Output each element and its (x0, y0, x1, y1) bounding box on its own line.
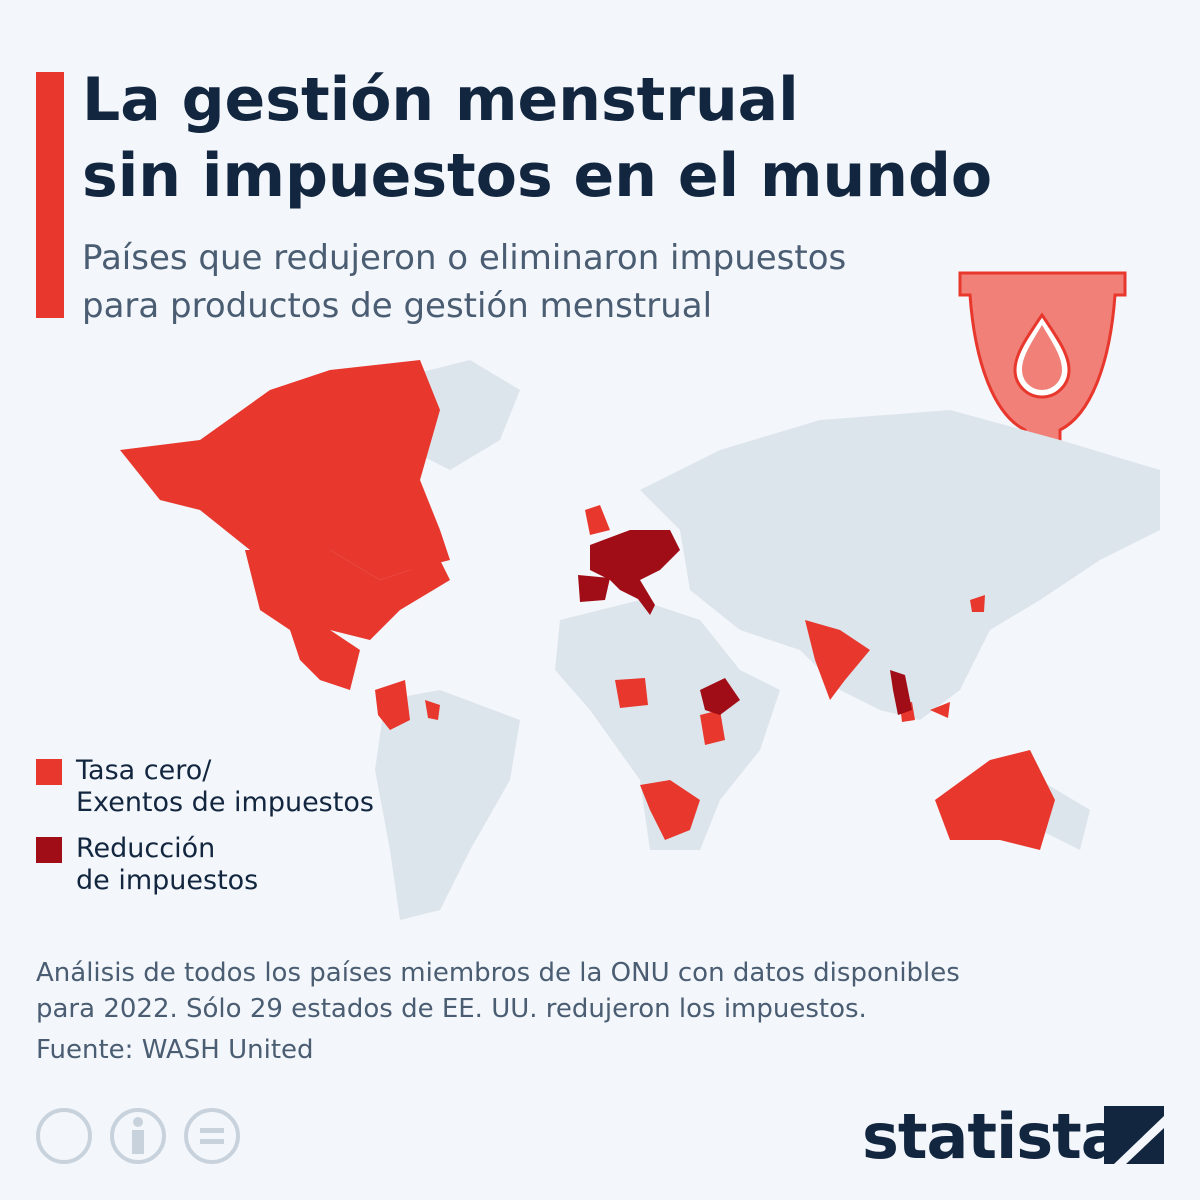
brand: statista (862, 1100, 1123, 1173)
source: Fuente: WASH United (36, 1035, 314, 1065)
accent-bar (36, 72, 64, 318)
world-map (120, 360, 1160, 920)
legend-label: Tasa cero/ Exentos de impuestos (76, 755, 374, 818)
legend-label: Reducción de impuestos (76, 833, 259, 896)
other-countries (375, 360, 1160, 920)
legend-item: Reducción de impuestos (36, 833, 374, 897)
legend-swatch (36, 837, 62, 863)
title: La gestión menstrual sin impuestos en el… (82, 65, 993, 211)
legend-item: Tasa cero/ Exentos de impuestos (36, 755, 374, 819)
note: Análisis de todos los países miembros de… (36, 958, 960, 1024)
license-icons (36, 1108, 240, 1164)
brand-logo (1104, 1106, 1164, 1164)
legend: Tasa cero/ Exentos de impuestos Reducción… (36, 755, 374, 911)
legend-swatch (36, 759, 62, 785)
subtitle: Países que redujeron o eliminaron impues… (82, 238, 847, 326)
reduced-rate-countries (578, 530, 912, 715)
cup-icon (958, 271, 1127, 485)
zero-rate-countries (120, 360, 1055, 850)
